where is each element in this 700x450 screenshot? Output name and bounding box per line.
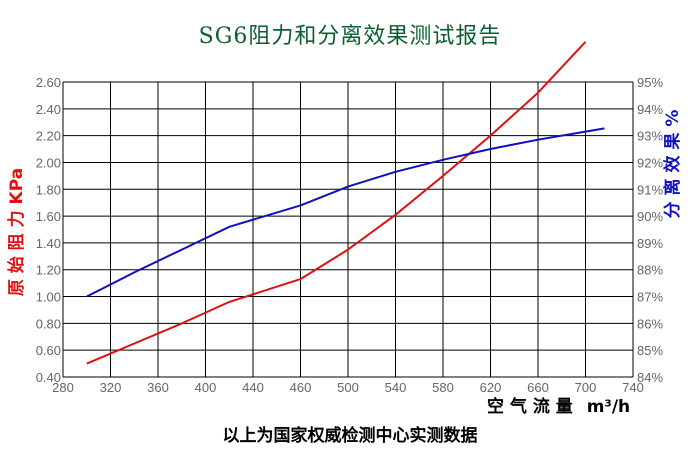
- y-right-tick-label: 90%: [637, 209, 663, 224]
- x-tick-label: 400: [195, 380, 217, 395]
- x-tick-label: 540: [385, 380, 407, 395]
- y-left-tick-label: 2.60: [36, 75, 61, 90]
- y-right-tick-label: 91%: [637, 182, 663, 197]
- y-right-axis-label: 分 离 效 果 %: [662, 110, 683, 219]
- y-left-tick-label: 0.80: [36, 316, 61, 331]
- y-left-tick-label: 0.40: [36, 370, 61, 385]
- pressure-series-line: [86, 41, 587, 365]
- y-right-tick-label: 89%: [637, 236, 663, 251]
- x-axis-unit: m³/h: [587, 397, 630, 417]
- y-right-tick-label: 86%: [637, 316, 663, 331]
- series-lines: [86, 41, 605, 365]
- y-right-tick-label: 92%: [637, 155, 663, 170]
- x-tick-label: 580: [432, 380, 454, 395]
- x-tick-label: 740: [622, 380, 644, 395]
- x-tick-label: 360: [147, 380, 169, 395]
- grid: [62, 81, 634, 378]
- y-left-tick-label: 1.00: [36, 290, 61, 305]
- footnote: 以上为国家权威检测中心实测数据: [222, 426, 478, 446]
- x-tick-label: 280: [52, 380, 74, 395]
- efficiency-series-line: [86, 127, 605, 298]
- y-left-tick-label: 1.80: [36, 182, 61, 197]
- x-tick-labels: 280 320 360 400 440 460 500 540 580 620 660 700 740: [52, 380, 644, 395]
- x-tick-label: 320: [100, 380, 122, 395]
- y-left-tick-label: 2.00: [36, 155, 61, 170]
- y-left-tick-label: 1.60: [36, 209, 61, 224]
- y-right-tick-label: 87%: [637, 290, 663, 305]
- y-right-tick-label: 85%: [637, 343, 663, 358]
- x-tick-label: 700: [575, 380, 597, 395]
- y-left-tick-label: 1.20: [36, 263, 61, 278]
- y-left-tick-labels: 0.40 0.60 0.80 1.00 1.20 1.40 1.60 1.80 2.00 2.20…: [36, 75, 61, 385]
- y-left-tick-label: 2.20: [36, 129, 61, 144]
- y-left-tick-label: 2.40: [36, 102, 61, 117]
- chart-title: SG6阻力和分离效果测试报告: [198, 24, 502, 49]
- y-right-tick-label: 93%: [637, 129, 663, 144]
- y-right-tick-label: 88%: [637, 263, 663, 278]
- x-tick-label: 620: [480, 380, 502, 395]
- y-right-tick-label: 94%: [637, 102, 663, 117]
- x-tick-label: 440: [242, 380, 264, 395]
- x-axis-label: 空 气 流 量 m³/h: [487, 396, 630, 417]
- y-left-tick-label: 1.40: [36, 236, 61, 251]
- x-axis-label-text: 空 气 流 量: [487, 396, 573, 417]
- y-left-tick-label: 0.60: [36, 343, 61, 358]
- y-right-tick-label: 84%: [637, 370, 663, 385]
- y-right-tick-labels: 84% 85% 86% 87% 88% 89% 90% 91% 92% 93% 94% 95%: [637, 75, 663, 385]
- y-right-tick-label: 95%: [637, 75, 663, 90]
- x-tick-label: 500: [337, 380, 359, 395]
- x-tick-label: 660: [527, 380, 549, 395]
- y-left-axis-label: 原 始 阻 力 KPa: [6, 168, 27, 296]
- x-tick-label: 460: [290, 380, 312, 395]
